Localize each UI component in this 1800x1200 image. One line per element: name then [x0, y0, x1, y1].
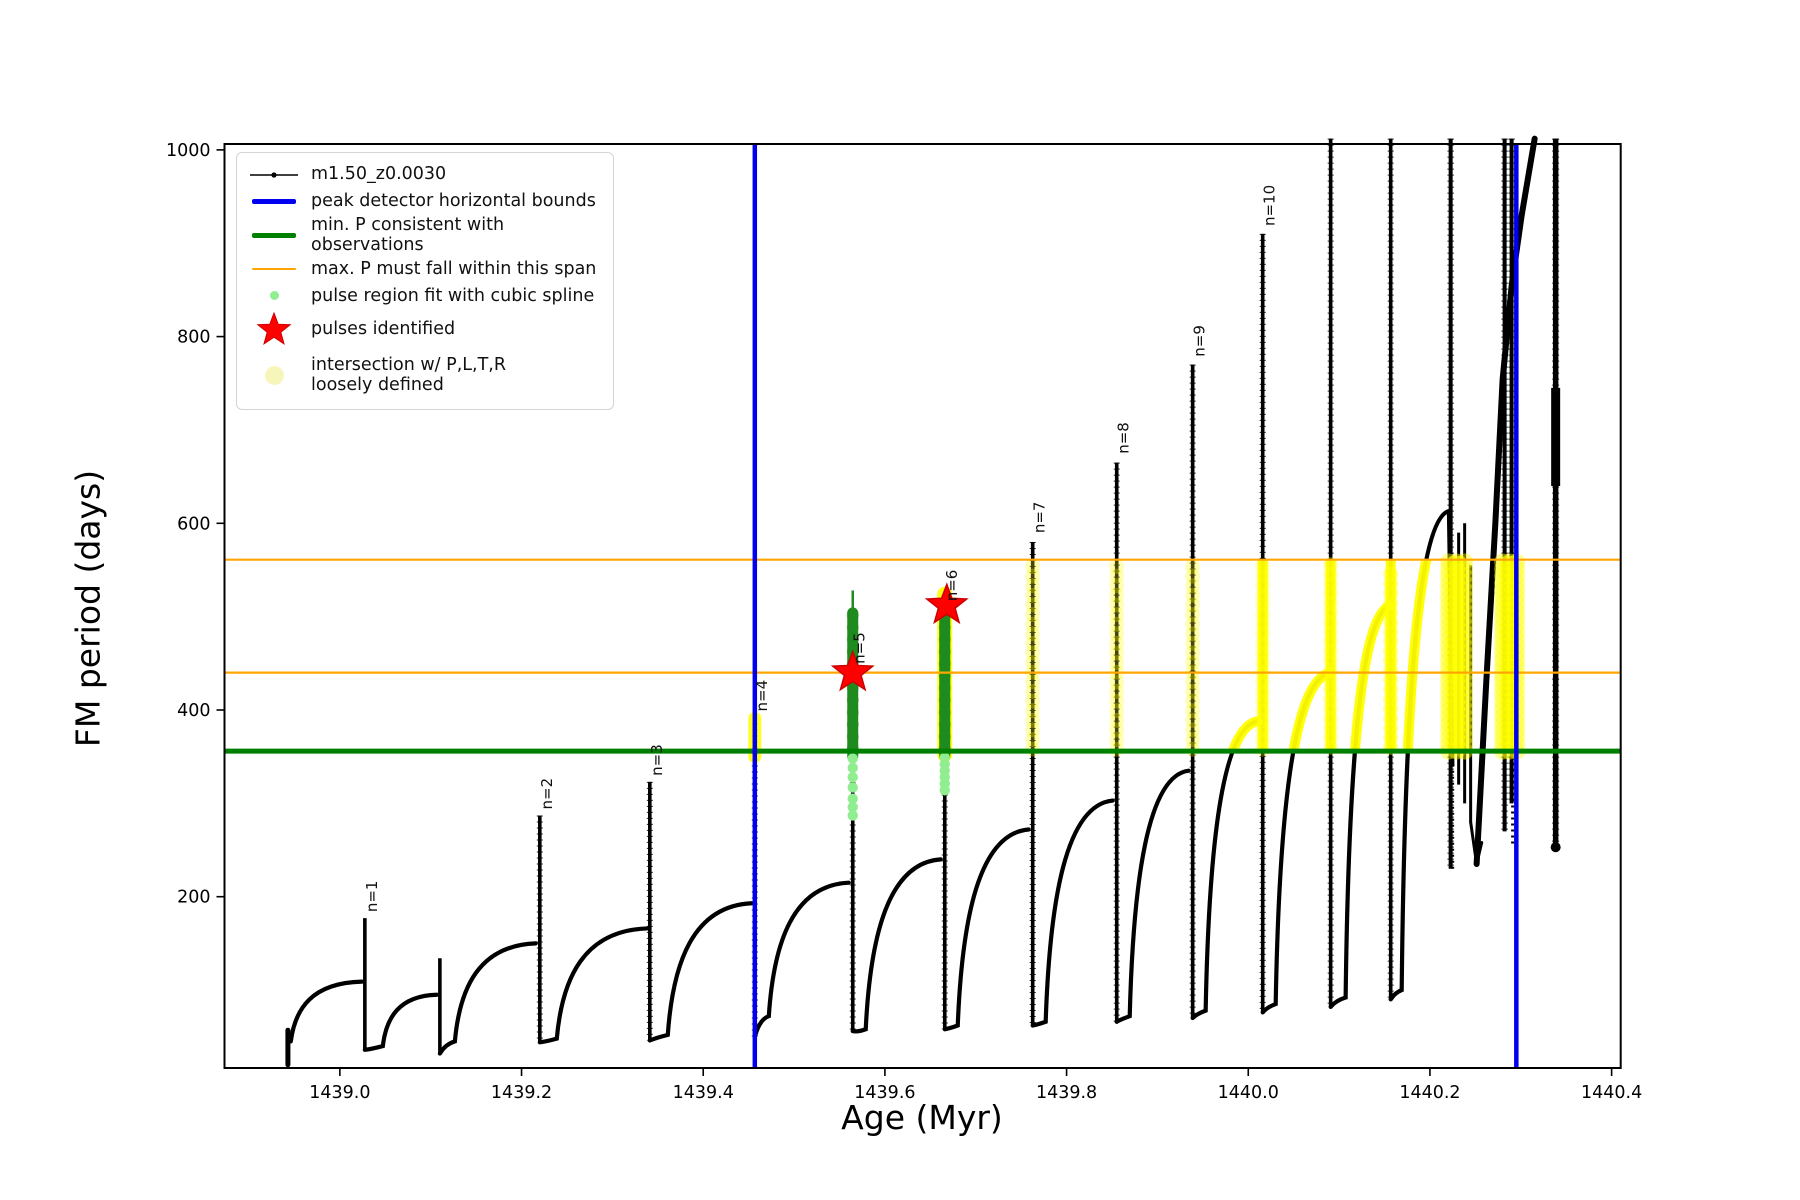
- series-line-marker: [245, 170, 303, 180]
- legend-label: intersection w/ P,L,T,R loosely defined: [311, 355, 506, 396]
- x-tick-label: 1439.4: [673, 1083, 734, 1103]
- y-axis-label: FM period (days): [68, 469, 108, 748]
- legend-label: m1.50_z0.0030: [311, 164, 447, 185]
- pulse-number-label: n=7: [1031, 502, 1049, 534]
- x-tick-label: 1439.2: [491, 1083, 552, 1103]
- legend-label: pulse region fit with cubic spline: [311, 285, 595, 306]
- pulse-number-label: n=3: [648, 744, 666, 776]
- legend-label: pulses identified: [311, 319, 456, 340]
- series-curve: [285, 135, 1561, 1068]
- legend-row: intersection w/ P,L,T,R loosely defined: [245, 349, 603, 401]
- pulse-number-label: n=9: [1191, 325, 1209, 357]
- pulse-number-label: n=2: [538, 778, 556, 810]
- legend-row: m1.50_z0.0030: [245, 161, 603, 188]
- green-spline-layer: [846, 590, 951, 821]
- legend-row: max. P must fall within this span: [245, 255, 603, 282]
- legend-label: min. P consistent with observations: [311, 215, 505, 256]
- legend-row: pulses identified: [245, 309, 603, 349]
- pulse-star: [830, 649, 875, 692]
- thick-line-marker: [245, 199, 303, 204]
- y-tick-label: 400: [177, 701, 210, 721]
- pulse-star: [924, 582, 969, 625]
- pulse-stars: [830, 582, 969, 692]
- pulse-number-label: n=10: [1261, 185, 1279, 226]
- pulse-number-label: n=6: [943, 570, 961, 602]
- x-tick-label: 1439.0: [309, 1083, 370, 1103]
- x-tick-label: 1440.0: [1218, 1083, 1279, 1103]
- legend-row: peak detector horizontal bounds: [245, 188, 603, 215]
- legend-row: min. P consistent with observations: [245, 215, 603, 255]
- thick-line-marker: [245, 232, 303, 238]
- y-tick-label: 800: [177, 328, 210, 348]
- pulse-number-label: n=1: [363, 881, 381, 913]
- horizontal-threshold-lines: [224, 558, 1621, 754]
- x-tick-label: 1440.4: [1581, 1083, 1642, 1103]
- legend-label: max. P must fall within this span: [311, 258, 597, 279]
- x-tick-label: 1439.6: [854, 1083, 915, 1103]
- spline-dot-marker: [245, 291, 303, 301]
- blue-detector-bounds: [752, 144, 1519, 1068]
- x-axis-label: Age (Myr): [841, 1098, 1003, 1137]
- pulse-number-label: n=8: [1115, 422, 1133, 454]
- x-tick-label: 1440.2: [1399, 1083, 1460, 1103]
- x-tick-label: 1439.8: [1036, 1083, 1097, 1103]
- pulse-number-label: n=5: [851, 632, 869, 664]
- axes: 1439.0 1439.2 1439.4 1439.6 1439.8 1440.0 1440…: [166, 141, 1642, 1103]
- y-tick-label: 600: [177, 514, 210, 534]
- y-tick-label: 200: [177, 888, 210, 908]
- pale-yellow-dot-marker: [245, 365, 303, 385]
- star-marker: [245, 310, 303, 348]
- y-tick-label: 1000: [166, 141, 211, 161]
- thin-line-marker: [245, 267, 303, 270]
- legend-label: peak detector horizontal bounds: [311, 191, 596, 212]
- legend-row: pulse region fit with cubic spline: [245, 282, 603, 309]
- pulse-number-label: n=4: [753, 680, 771, 712]
